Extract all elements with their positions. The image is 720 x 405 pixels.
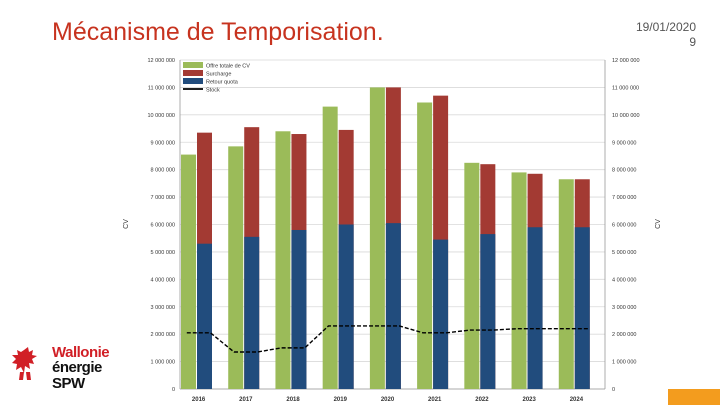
y-tick-label-right: 7 000 000 (612, 195, 636, 201)
y-axis-label-right: CV (655, 219, 662, 229)
legend-label: Surcharge (206, 72, 231, 78)
y-tick-label-left: 9 000 000 (151, 140, 175, 146)
bar-offre-totale (558, 179, 574, 389)
slide-title: Mécanisme de Temporisation. (52, 18, 384, 46)
bar-retour-quota (291, 229, 307, 389)
y-tick-label-right: 1 000 000 (612, 360, 636, 366)
legend-label: Retour quota (206, 80, 239, 86)
y-tick-label-left: 6 000 000 (151, 223, 175, 229)
bar-retour-quota (244, 236, 260, 389)
x-tick-label: 2021 (428, 397, 442, 403)
bar-offre-totale (322, 106, 338, 389)
x-tick-label: 2019 (334, 397, 348, 403)
y-tick-label-right: 9 000 000 (612, 140, 636, 146)
logo-line-spw: SPW (52, 375, 85, 392)
x-tick-label: 2023 (522, 397, 536, 403)
slide-date: 19/01/2020 (635, 20, 696, 34)
x-tick-label: 2020 (381, 397, 395, 403)
line-stock (186, 325, 589, 353)
legend-label: Offre totale de CV (206, 64, 250, 70)
x-tick-label: 2024 (570, 397, 584, 403)
y-tick-label-right: 2 000 000 (612, 332, 636, 338)
bar-offre-totale (228, 146, 244, 389)
y-axis-label-left: CV (123, 219, 130, 229)
bar-offre-totale (464, 162, 480, 389)
y-tick-label-left: 2 000 000 (151, 332, 175, 338)
bar-retour-quota (197, 243, 212, 389)
rooster-icon (12, 347, 37, 380)
bar-retour-quota (338, 224, 354, 389)
y-tick-label-left: 1 000 000 (151, 360, 175, 366)
y-tick-label-left: 5 000 000 (151, 250, 175, 256)
bar-offre-totale (369, 87, 385, 390)
wallonie-energie-logo: Wallonie énergie SPW (10, 344, 110, 396)
y-tick-label-left: 7 000 000 (151, 195, 175, 201)
y-tick-label-right: 8 000 000 (612, 168, 636, 174)
x-tick-label: 2018 (286, 397, 300, 403)
y-tick-label-right: 10 000 000 (612, 113, 640, 119)
bar-offre-totale (181, 154, 196, 389)
x-tick-label: 2017 (239, 397, 253, 403)
legend-label: Stock (206, 88, 220, 94)
y-tick-label-left: 11 000 000 (148, 85, 175, 91)
bar-retour-quota (433, 239, 449, 389)
bar-retour-quota (385, 223, 401, 389)
bar-offre-totale (417, 102, 433, 389)
orange-corner-mark (668, 389, 720, 405)
y-tick-label-left: 3 000 000 (151, 305, 175, 311)
x-tick-label: 2022 (475, 397, 489, 403)
slide-number: 9 (689, 35, 696, 49)
x-tick-label: 2016 (192, 397, 206, 403)
logo-line-wallonie: Wallonie (52, 344, 110, 361)
y-tick-label-left: 4 000 000 (151, 277, 175, 283)
bar-offre-totale (511, 172, 527, 389)
legend-swatch (183, 62, 203, 68)
y-tick-label-right: 4 000 000 (612, 277, 636, 283)
y-tick-label-left: 8 000 000 (151, 168, 175, 174)
y-tick-label-right: 0 (612, 387, 615, 393)
y-tick-label-right: 11 000 000 (612, 85, 639, 91)
logo-line-energie: énergie (52, 359, 102, 376)
y-tick-label-right: 3 000 000 (612, 305, 636, 311)
y-tick-label-right: 12 000 000 (612, 58, 640, 64)
legend-swatch (183, 70, 203, 76)
bar-retour-quota (480, 234, 496, 389)
y-tick-label-right: 5 000 000 (612, 250, 636, 256)
slide-date-block: 19/01/2020 9 (636, 20, 696, 50)
y-tick-label-left: 10 000 000 (147, 113, 175, 119)
bar-offre-totale (275, 131, 291, 390)
y-tick-label-right: 6 000 000 (612, 223, 636, 229)
legend-swatch (183, 78, 203, 84)
bar-retour-quota (574, 227, 590, 389)
y-tick-label-left: 0 (172, 387, 175, 393)
y-tick-label-left: 12 000 000 (147, 58, 175, 64)
bar-retour-quota (527, 227, 543, 389)
